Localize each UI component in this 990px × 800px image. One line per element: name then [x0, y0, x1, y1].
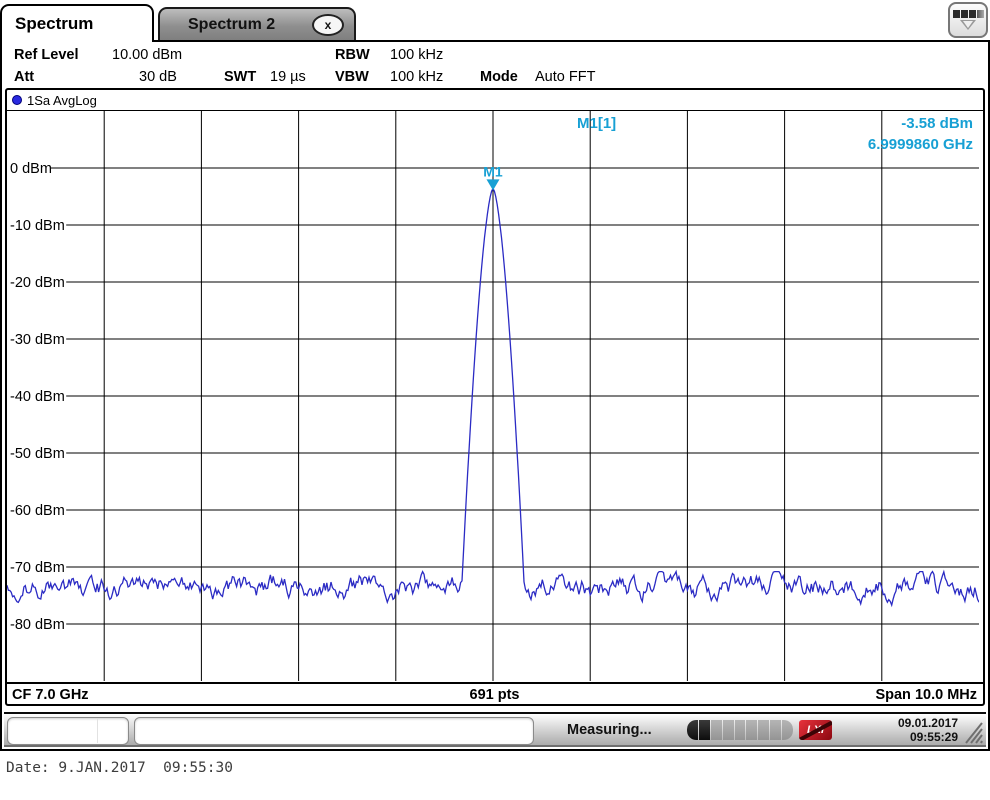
measuring-status-text: Measuring...	[567, 722, 652, 738]
y-tick-backing	[7, 501, 67, 518]
y-tick-backing	[7, 330, 67, 347]
span-label[interactable]: Span 10.0 MHz	[875, 687, 977, 703]
progress-segment	[782, 720, 793, 740]
tab-spectrum-label: Spectrum	[15, 14, 94, 33]
y-axis-tick-label: -40 dBm	[10, 389, 65, 405]
diagram-area: 1Sa AvgLog 0 dBm -10 dBm -20 dBm -30 dBm -40…	[5, 88, 985, 706]
marker-m1-triangle-icon[interactable]	[486, 179, 500, 191]
y-tick-backing	[7, 273, 67, 290]
progress-segment	[734, 720, 746, 740]
measurement-window: Ref Level 10.00 dBm RBW 100 kHz Att 30 d…	[0, 40, 990, 751]
status-bar: Measuring... LXI 09.01.2017 09:55:29	[4, 712, 986, 747]
tab-close-icon[interactable]: x	[312, 13, 344, 36]
status-message-field	[134, 717, 534, 745]
status-field-left	[7, 717, 129, 745]
y-axis-tick-label: -20 dBm	[10, 275, 65, 291]
trace1-dot-icon	[12, 95, 22, 105]
y-axis-tick-label: -50 dBm	[10, 446, 65, 462]
lxi-disconnected-icon[interactable]: LXI	[799, 720, 832, 740]
mode-label: Mode	[480, 69, 518, 85]
tab-spectrum-2[interactable]: Spectrum 2 x	[158, 7, 356, 40]
chevron-down-icon	[960, 20, 976, 30]
mode-value[interactable]: Auto FFT	[535, 69, 596, 85]
tab-spectrum[interactable]: Spectrum	[0, 4, 154, 42]
y-axis-tick-label: 0 dBm	[10, 161, 52, 177]
hardcopy-date-caption: Date: 9.JAN.2017 09:55:30	[6, 760, 233, 776]
center-frequency-label[interactable]: CF 7.0 GHz	[12, 687, 89, 703]
resize-grip-icon[interactable]	[958, 719, 984, 745]
progress-segment	[722, 720, 734, 740]
datetime-display: 09.01.2017 09:55:29	[898, 716, 958, 744]
sweep-points-label: 691 pts	[469, 687, 520, 703]
ref-level-value[interactable]: 10.00 dBm	[112, 47, 183, 63]
marker-readout-name[interactable]: M1[1]	[577, 115, 616, 132]
y-axis-tick-label: -10 dBm	[10, 218, 65, 234]
sweep-progress-bar	[687, 720, 793, 740]
progress-segment	[687, 720, 698, 740]
progress-segment	[698, 720, 710, 740]
vbw-value[interactable]: 100 kHz	[390, 69, 444, 85]
marker-m1-label: M1	[483, 163, 503, 179]
rbw-value[interactable]: 100 kHz	[390, 47, 444, 63]
y-tick-backing	[7, 159, 51, 176]
progress-segment	[770, 720, 782, 740]
progress-segment	[710, 720, 722, 740]
att-label: Att	[14, 69, 35, 85]
toolbar-display-button[interactable]	[948, 2, 988, 38]
y-tick-backing	[7, 216, 67, 233]
marker-readout-level: -3.58 dBm	[901, 115, 973, 132]
x-axis-bar: CF 7.0 GHz 691 pts Span 10.0 MHz	[7, 682, 983, 706]
y-axis-tick-label: -70 dBm	[10, 560, 65, 576]
y-tick-backing	[7, 444, 67, 461]
y-axis-tick-label: -60 dBm	[10, 503, 65, 519]
y-tick-backing	[7, 558, 67, 575]
spectrum-plot[interactable]: 0 dBm -10 dBm -20 dBm -30 dBm -40 dBm -50 dBm…	[7, 111, 979, 682]
status-time: 09:55:29	[909, 730, 958, 744]
status-date: 09.01.2017	[897, 716, 958, 730]
y-tick-backing	[7, 615, 67, 632]
progress-segment	[758, 720, 770, 740]
trace-info-bar[interactable]: 1Sa AvgLog	[7, 90, 983, 111]
y-tick-backing	[7, 387, 67, 404]
rbw-label: RBW	[335, 47, 370, 63]
marker-readout-frequency: 6.9999860 GHz	[868, 136, 973, 153]
swt-value[interactable]: 19 µs	[270, 69, 306, 85]
y-axis-tick-label: -30 dBm	[10, 332, 65, 348]
vbw-label: VBW	[335, 69, 369, 85]
att-value[interactable]: 30 dB	[139, 69, 177, 85]
tab-spectrum-2-label: Spectrum 2	[188, 15, 276, 33]
softkey-squares-icon	[952, 10, 984, 18]
ref-level-label: Ref Level	[14, 47, 79, 63]
swt-label: SWT	[224, 69, 257, 85]
progress-segment	[746, 720, 758, 740]
settings-header: Ref Level 10.00 dBm RBW 100 kHz Att 30 d…	[2, 42, 988, 88]
trace1-info-label: 1Sa AvgLog	[27, 92, 97, 108]
y-axis-tick-label: -80 dBm	[10, 617, 65, 633]
